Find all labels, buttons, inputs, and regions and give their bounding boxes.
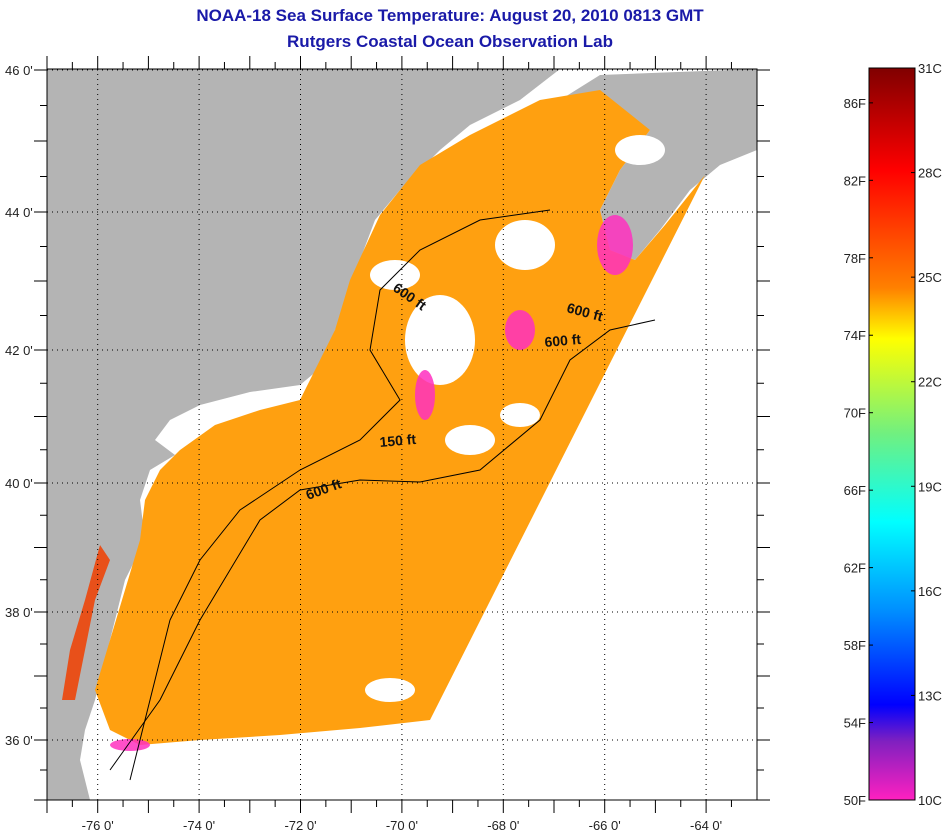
grid-lines [47, 69, 757, 800]
colorbar-label-fahrenheit: 70F [844, 406, 866, 421]
chesapeake-bay [62, 545, 110, 700]
colorbar-label-celsius: 28C [918, 166, 942, 181]
lon-tick-label: -70 0' [386, 818, 418, 833]
map-title: NOAA-18 Sea Surface Temperature: August … [196, 6, 704, 25]
colorbar-label-fahrenheit: 54F [844, 716, 866, 731]
map-axes: -76 0' -74 0' -72 0' -70 0' -68 0' -66 0' -64 … [5, 56, 770, 833]
lon-tick-label: -66 0' [589, 818, 621, 833]
lat-tick-label: 36 0' [5, 733, 33, 748]
colorbar-label-fahrenheit: 50F [844, 793, 866, 808]
lon-tick-label: -64 0' [690, 818, 722, 833]
colorbar-label-celsius: 13C [918, 688, 942, 703]
lon-tick-label: -76 0' [82, 818, 114, 833]
colorbar-label-celsius: 31C [918, 61, 942, 76]
contour-label: 150 ft [379, 431, 417, 450]
colorbar-label-fahrenheit: 78F [844, 251, 866, 266]
land-mainland [47, 69, 560, 800]
colorbar-label-celsius: 25C [918, 270, 942, 285]
colorbar-label-fahrenheit: 58F [844, 638, 866, 653]
colorbar-label-fahrenheit: 82F [844, 173, 866, 188]
colorbar-ticks: 31C 28C 25C 22C 19C 16C 13C 10C 86F 82F 78F 74F 70F 6… [844, 61, 942, 808]
colorbar-label-celsius: 10C [918, 793, 942, 808]
contour-label: 600 ft [544, 331, 582, 350]
lat-tick-label: 42 0' [5, 343, 33, 358]
lon-tick-label: -72 0' [284, 818, 316, 833]
lat-tick-label: 46 0' [5, 63, 33, 78]
colorbar [868, 67, 916, 801]
colorbar-label-celsius: 16C [918, 584, 942, 599]
lat-tick-label: 38 0' [5, 605, 33, 620]
colorbar-label-celsius: 22C [918, 375, 942, 390]
cold-water-patches [110, 215, 633, 751]
lon-tick-label: -74 0' [183, 818, 215, 833]
bathymetry-contours [109, 209, 656, 781]
colorbar-label-fahrenheit: 86F [844, 96, 866, 111]
map-subtitle: Rutgers Coastal Ocean Observation Lab [287, 32, 613, 51]
colorbar-label-celsius: 19C [918, 479, 942, 494]
lat-tick-label: 44 0' [5, 205, 33, 220]
lat-tick-label: 40 0' [5, 476, 33, 491]
lon-tick-label: -68 0' [487, 818, 519, 833]
colorbar-label-fahrenheit: 66F [844, 483, 866, 498]
colorbar-label-fahrenheit: 62F [844, 561, 866, 576]
colorbar-label-fahrenheit: 74F [844, 328, 866, 343]
